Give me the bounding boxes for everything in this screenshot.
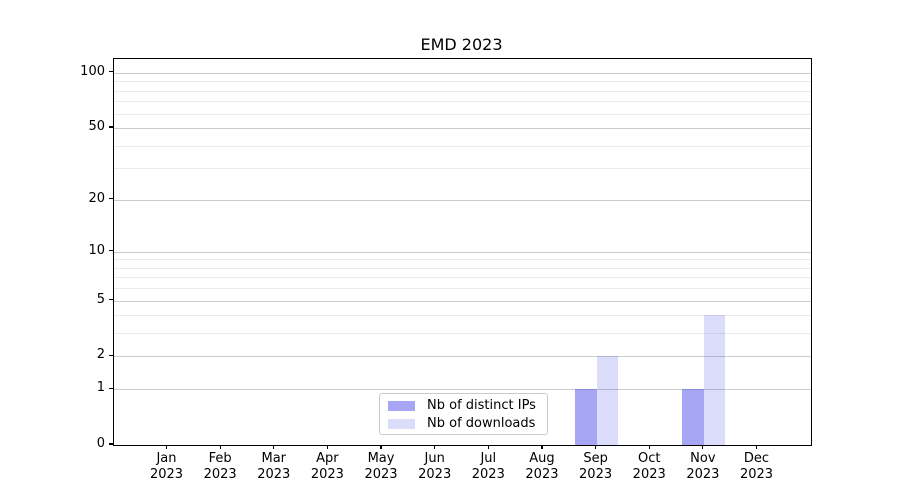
bar-distinct-ips <box>682 389 704 445</box>
x-tick-label: Aug 2023 <box>510 451 574 483</box>
minor-gridline <box>114 259 811 261</box>
legend: Nb of distinct IPs Nb of downloads <box>379 393 548 435</box>
y-tick-mark <box>109 126 113 128</box>
x-tick-year: 2023 <box>149 467 184 482</box>
x-tick-label: Sep 2023 <box>564 451 628 483</box>
y-tick-mark <box>109 250 113 252</box>
x-tick-mark <box>541 445 543 449</box>
major-gridline <box>114 356 811 358</box>
x-tick-year: 2023 <box>686 467 720 482</box>
x-tick-label: May 2023 <box>349 451 413 483</box>
x-tick-mark <box>219 445 221 449</box>
x-tick-year: 2023 <box>364 467 398 482</box>
x-tick-year: 2023 <box>579 467 613 482</box>
x-tick-label: Mar 2023 <box>242 451 306 483</box>
x-tick-label: Jan 2023 <box>135 451 199 483</box>
minor-gridline <box>114 90 811 92</box>
y-tick-label: 5 <box>96 291 105 307</box>
legend-label-downloads: Nb of downloads <box>427 416 536 431</box>
x-tick-mark <box>594 445 597 449</box>
x-tick-mark <box>648 445 650 449</box>
x-tick-mark <box>273 445 275 449</box>
legend-item-downloads: Nb of downloads <box>380 415 547 433</box>
minor-gridline <box>114 288 811 290</box>
y-tick-label: 20 <box>88 190 105 206</box>
x-tick-year: 2023 <box>739 467 774 482</box>
minor-gridline <box>114 168 811 170</box>
y-tick-mark <box>109 71 113 73</box>
x-tick-year: 2023 <box>310 467 344 482</box>
x-tick-label: Oct 2023 <box>617 451 681 483</box>
x-tick-year: 2023 <box>257 467 291 482</box>
x-tick-label: Dec 2023 <box>725 451 789 483</box>
y-tick-label: 100 <box>80 63 105 79</box>
minor-gridline <box>114 113 811 115</box>
y-tick-mark <box>109 298 113 301</box>
x-tick-label: Apr 2023 <box>295 451 359 483</box>
y-tick-label: 10 <box>88 242 105 258</box>
minor-gridline <box>114 81 811 83</box>
y-tick-label: 50 <box>88 118 105 134</box>
x-tick-mark <box>326 445 328 449</box>
bar-downloads <box>596 356 619 445</box>
x-tick-year: 2023 <box>471 467 505 482</box>
x-tick-mark <box>434 445 436 449</box>
y-tick-mark <box>109 197 113 200</box>
x-tick-label: Jul 2023 <box>456 451 520 483</box>
legend-label-distinct-ips: Nb of distinct IPs <box>427 398 536 413</box>
x-tick-mark <box>702 445 704 449</box>
bar-distinct-ips <box>575 389 597 445</box>
x-tick-mark <box>380 445 382 449</box>
minor-gridline <box>114 267 811 269</box>
y-tick-mark <box>109 443 113 445</box>
x-tick-mark <box>487 445 489 449</box>
y-tick-label: 1 <box>96 380 105 396</box>
major-gridline <box>114 300 811 302</box>
major-gridline <box>114 72 811 74</box>
major-gridline <box>114 127 811 129</box>
chart-title: EMD 2023 <box>420 35 503 54</box>
major-gridline <box>114 251 811 253</box>
y-tick-mark <box>109 387 113 389</box>
x-tick-label: Jun 2023 <box>403 451 467 483</box>
x-tick-mark <box>755 445 758 449</box>
x-tick-year: 2023 <box>203 467 237 482</box>
x-tick-year: 2023 <box>632 467 666 482</box>
minor-gridline <box>114 145 811 147</box>
minor-gridline <box>114 315 811 317</box>
minor-gridline <box>114 101 811 103</box>
downloads-swatch-icon <box>388 419 415 429</box>
x-tick-label: Feb 2023 <box>188 451 252 483</box>
y-tick-mark <box>109 354 113 356</box>
plot-area: Nb of distinct IPs Nb of downloads <box>113 58 812 446</box>
major-gridline <box>114 199 811 201</box>
legend-item-distinct-ips: Nb of distinct IPs <box>380 397 547 415</box>
x-tick-year: 2023 <box>525 467 559 482</box>
distinct-ips-swatch-icon <box>388 401 415 411</box>
y-tick-label: 2 <box>96 347 105 363</box>
x-tick-year: 2023 <box>418 467 452 482</box>
minor-gridline <box>114 277 811 279</box>
minor-gridline <box>114 333 811 335</box>
x-tick-label: Nov 2023 <box>671 451 735 483</box>
bar-downloads <box>703 315 726 445</box>
major-gridline <box>114 389 811 391</box>
y-tick-label: 0 <box>96 436 105 451</box>
x-tick-mark <box>165 445 168 449</box>
